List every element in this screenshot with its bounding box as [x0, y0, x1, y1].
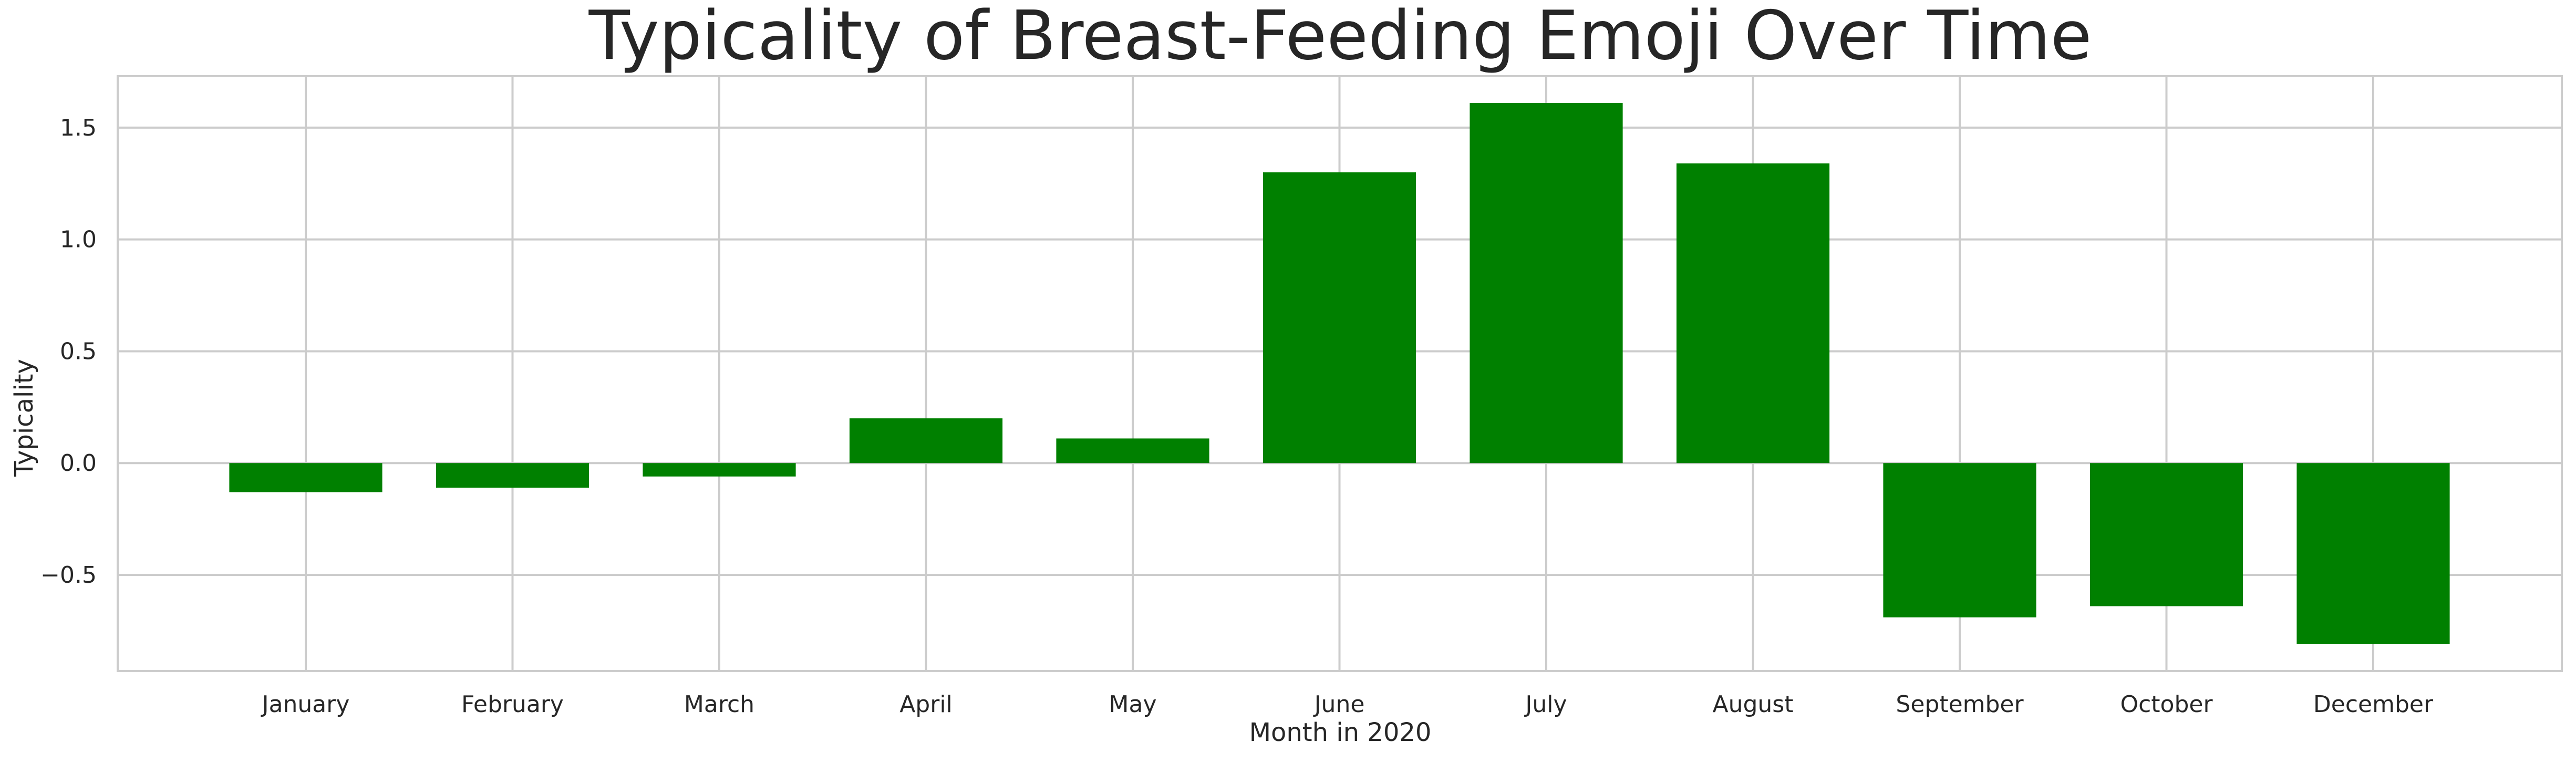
bar-september	[1883, 463, 2036, 617]
y-tick-label: 1.0	[60, 226, 97, 253]
y-tick-label: 0.0	[60, 450, 97, 477]
x-tick-label: August	[1713, 691, 1794, 718]
y-tick-labels: −0.5 0.0 0.5 1.0 1.5	[40, 115, 97, 589]
x-tick-label: April	[899, 691, 953, 718]
x-tick-label: January	[261, 691, 350, 718]
bar-august	[1676, 163, 1830, 463]
x-tick-label: February	[461, 691, 564, 718]
y-tick-label: 1.5	[60, 115, 97, 141]
x-axis-label: Month in 2020	[1249, 718, 1432, 747]
y-axis-label: Typicality	[9, 359, 39, 477]
bar-june	[1263, 172, 1416, 463]
x-tick-label: June	[1313, 691, 1365, 718]
bars	[229, 103, 2450, 644]
x-tick-label: March	[684, 691, 754, 718]
x-tick-label: May	[1109, 691, 1157, 718]
bar-march	[643, 463, 796, 477]
x-tick-label: October	[2120, 691, 2213, 718]
bar-december	[2296, 463, 2450, 644]
x-tick-label: July	[1524, 691, 1567, 718]
bar-january	[229, 463, 382, 492]
x-tick-label: December	[2313, 691, 2434, 718]
x-tick-labels: January February March April May June July Augu…	[261, 691, 2434, 718]
x-tick-label: September	[1896, 691, 2024, 718]
bar-april	[849, 418, 1003, 463]
chart-title: Typicality of Breast-Feeding Emoji Over …	[588, 0, 2092, 75]
bar-may	[1056, 438, 1209, 463]
bar-february	[436, 463, 589, 488]
y-tick-label: 0.5	[60, 338, 97, 365]
bar-july	[1470, 103, 1623, 463]
y-tick-label: −0.5	[40, 562, 97, 589]
bar-october	[2089, 463, 2243, 606]
plot-frame	[117, 75, 2563, 672]
